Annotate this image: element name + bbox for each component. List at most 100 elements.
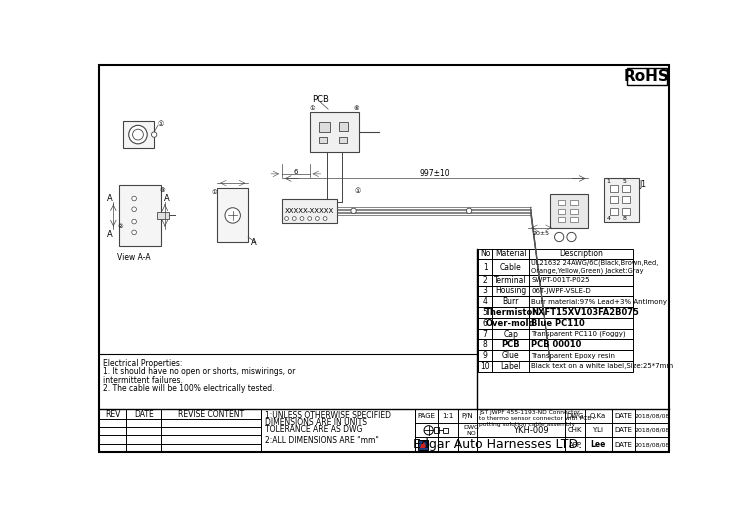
Text: 2. The cable will be 100% electrically tested.: 2. The cable will be 100% electrically t… — [104, 384, 274, 393]
Bar — [158, 211, 169, 219]
Bar — [478, 260, 633, 275]
Text: No: No — [480, 249, 490, 259]
Text: Q.Ka: Q.Ka — [590, 413, 606, 419]
Text: CHK: CHK — [568, 428, 582, 433]
Circle shape — [132, 207, 136, 211]
Text: ①: ① — [310, 106, 316, 111]
Bar — [557, 208, 566, 214]
Bar — [622, 196, 630, 203]
Text: PCB 00010: PCB 00010 — [532, 340, 582, 349]
Text: Electrical Properties:: Electrical Properties: — [104, 359, 183, 368]
Text: 06T-JWPF-VSLE-D: 06T-JWPF-VSLE-D — [532, 288, 591, 294]
Text: 20±5: 20±5 — [533, 230, 550, 236]
Text: Thermistor: Thermistor — [484, 308, 537, 317]
Text: REV: REV — [105, 410, 121, 419]
Text: Cap: Cap — [503, 330, 518, 338]
Circle shape — [132, 219, 136, 224]
Text: intermittent failures.: intermittent failures. — [104, 376, 183, 385]
Text: PCB: PCB — [501, 340, 520, 349]
Text: P/N: P/N — [461, 413, 473, 419]
Bar — [310, 112, 359, 152]
Text: Y.Li: Y.Li — [592, 428, 604, 433]
Text: 1: 1 — [483, 263, 488, 271]
Text: ①: ① — [211, 190, 217, 195]
Bar — [604, 179, 639, 222]
Text: A: A — [106, 230, 112, 239]
Circle shape — [554, 232, 564, 242]
Bar — [610, 196, 618, 203]
Text: PCB: PCB — [312, 95, 329, 104]
Circle shape — [316, 217, 320, 221]
Text: Terminal: Terminal — [494, 275, 527, 285]
Circle shape — [351, 208, 356, 214]
Text: DATE: DATE — [614, 441, 632, 447]
Bar — [100, 410, 261, 452]
Text: APP: APP — [568, 441, 581, 447]
Text: DATE: DATE — [614, 428, 632, 433]
Bar — [478, 307, 633, 318]
Text: Orange,Yellow,Green) Jacket:Gray: Orange,Yellow,Green) Jacket:Gray — [532, 268, 644, 274]
Bar — [627, 68, 667, 84]
Circle shape — [225, 208, 241, 223]
Text: DWG
NO: DWG NO — [463, 425, 479, 436]
Text: Black text on a white label,Size:25*7mm: Black text on a white label,Size:25*7mm — [532, 364, 674, 369]
Bar — [434, 427, 439, 433]
Text: TOLERANCE ARE AS DWG: TOLERANCE ARE AS DWG — [265, 425, 362, 434]
Text: 8: 8 — [622, 216, 626, 221]
Circle shape — [292, 217, 296, 221]
Text: A: A — [251, 238, 257, 247]
Text: 5: 5 — [483, 308, 488, 317]
Bar — [478, 248, 633, 260]
Circle shape — [132, 230, 136, 234]
Bar — [478, 318, 633, 329]
Text: Housing: Housing — [495, 286, 526, 295]
Text: RoHS: RoHS — [624, 69, 670, 83]
Bar — [339, 137, 346, 143]
Text: 2018/08/08: 2018/08/08 — [634, 414, 670, 419]
Text: Material: Material — [495, 249, 526, 259]
Text: 1:1: 1:1 — [442, 413, 454, 419]
Text: YKH-009: YKH-009 — [513, 426, 548, 435]
Text: ①: ① — [158, 121, 164, 127]
Text: J1: J1 — [640, 180, 646, 189]
Text: Over-mold: Over-mold — [486, 319, 536, 328]
Text: to thermo sensor connector with PCB: to thermo sensor connector with PCB — [479, 416, 592, 421]
Text: 1: 1 — [607, 179, 610, 184]
Bar — [339, 121, 348, 131]
Text: Burr: Burr — [503, 297, 519, 306]
Text: ①: ① — [354, 188, 361, 194]
Circle shape — [129, 125, 147, 144]
Bar — [478, 361, 633, 372]
Text: 6: 6 — [293, 169, 298, 175]
Bar — [118, 185, 161, 246]
Circle shape — [308, 217, 311, 221]
Bar — [261, 410, 416, 452]
Text: Burr material:97% Lead+3% Antimony: Burr material:97% Lead+3% Antimony — [532, 298, 668, 305]
Text: DATE: DATE — [614, 413, 632, 419]
Text: DATE: DATE — [134, 410, 154, 419]
Text: Description: Description — [560, 249, 603, 259]
Bar — [478, 286, 633, 296]
Bar — [478, 329, 633, 339]
Text: 5: 5 — [622, 179, 626, 184]
Text: NXFT15XV103FA2B075: NXFT15XV103FA2B075 — [532, 308, 639, 317]
Text: 997±10: 997±10 — [420, 169, 451, 178]
Text: REVISE CONTENT: REVISE CONTENT — [178, 410, 244, 419]
Text: 6: 6 — [483, 319, 488, 328]
Text: SWPT-001T-P025: SWPT-001T-P025 — [532, 277, 590, 283]
Text: Transparent Epoxy resin: Transparent Epoxy resin — [532, 353, 616, 358]
Text: UL21632 24AWG/6C(Black,Brown,Red,: UL21632 24AWG/6C(Black,Brown,Red, — [532, 260, 658, 266]
Bar — [570, 200, 578, 205]
Bar — [419, 439, 428, 450]
Bar — [478, 339, 633, 350]
Bar — [622, 208, 630, 215]
Circle shape — [132, 196, 136, 201]
Text: JST JWPF 455-1193-ND Connector: JST JWPF 455-1193-ND Connector — [479, 410, 580, 415]
Bar — [319, 137, 327, 143]
Text: Cable: Cable — [500, 263, 521, 271]
Bar — [282, 199, 338, 223]
Text: 2: 2 — [483, 275, 488, 285]
Text: 1:UNLESS OTHERWISE SPECIFIED: 1:UNLESS OTHERWISE SPECIFIED — [265, 411, 391, 420]
Circle shape — [152, 132, 157, 137]
Circle shape — [300, 217, 304, 221]
